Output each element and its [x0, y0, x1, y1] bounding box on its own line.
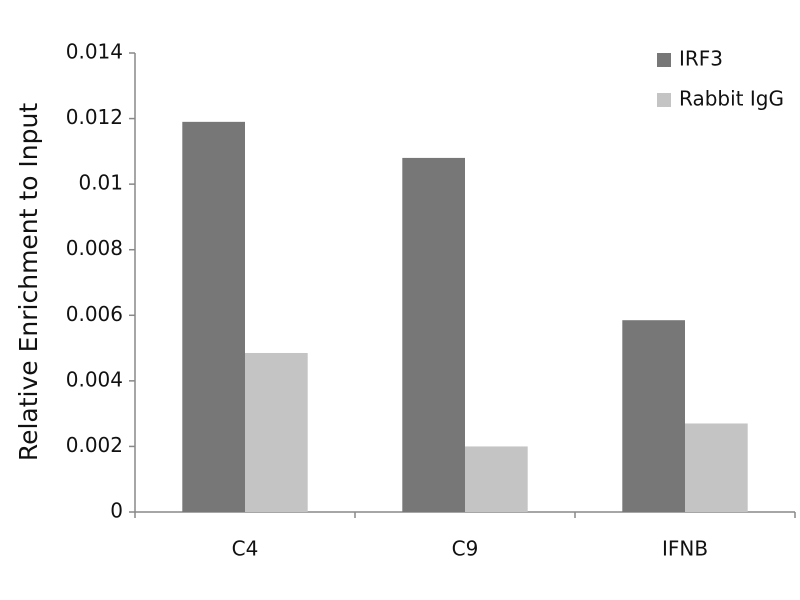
legend-swatch — [657, 93, 671, 107]
y-tick-label: 0.014 — [66, 40, 123, 64]
legend-label: Rabbit IgG — [679, 87, 784, 111]
legend-swatch — [657, 53, 671, 67]
bar — [622, 320, 685, 512]
y-tick-label: 0.006 — [66, 302, 123, 326]
x-tick-label: IFNB — [662, 537, 708, 561]
y-tick-label: 0.004 — [66, 367, 123, 391]
y-tick-label: 0.008 — [66, 236, 123, 260]
y-axis-label: Relative Enrichment to Input — [14, 103, 43, 462]
legend-label: IRF3 — [679, 47, 723, 71]
y-tick-label: 0 — [110, 499, 123, 523]
y-tick-label: 0.012 — [66, 105, 123, 129]
y-tick-label: 0.01 — [78, 171, 123, 195]
bar — [685, 423, 748, 512]
y-tick-label: 0.002 — [66, 433, 123, 457]
bar — [465, 446, 528, 512]
x-tick-label: C9 — [452, 537, 479, 561]
bar — [402, 157, 465, 512]
bar — [245, 352, 308, 512]
x-tick-label: C4 — [232, 537, 259, 561]
bar — [182, 121, 245, 512]
